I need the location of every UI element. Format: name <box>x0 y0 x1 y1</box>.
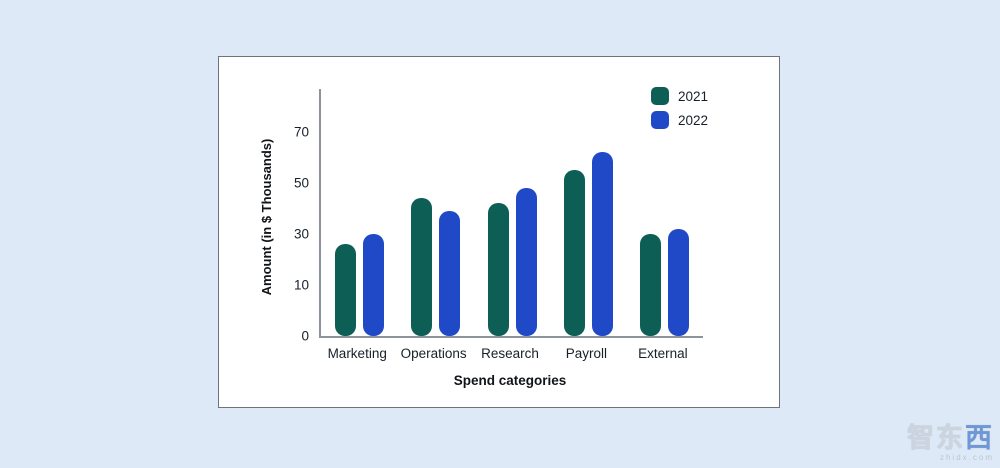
y-axis-title: Amount (in $ Thousands) <box>259 138 274 296</box>
bar-2021-payroll <box>563 170 585 336</box>
chart-card: 2021 2022 Amount (in $ Thousands) 0 10 30 50… <box>218 56 780 408</box>
watermark-subtext: zhidx.com <box>939 453 994 462</box>
plot-area: 0 10 30 50 70 <box>294 89 703 344</box>
y-tick-label: 70 <box>293 124 309 140</box>
bar-group-payroll <box>550 152 626 336</box>
bar-2022-research <box>515 188 537 336</box>
x-tick-label-payroll: Payroll <box>565 346 608 361</box>
x-tick-label-operations: Operations <box>400 346 467 361</box>
bar-2022-external <box>668 228 690 336</box>
x-tick-label-external: External <box>638 346 688 361</box>
legend-label: 2022 <box>678 112 709 128</box>
y-tick-label: 0 <box>301 328 309 344</box>
watermark: 智东西 zhidx.com <box>907 425 994 462</box>
bar-group-marketing <box>321 234 397 336</box>
bar-2021-external <box>640 234 662 336</box>
x-axis-tick-labels: Marketing Operations Research Payroll Extern… <box>319 346 701 361</box>
bar-2021-marketing <box>334 244 356 336</box>
bar-2021-research <box>487 203 509 336</box>
legend-swatch-2022 <box>651 111 669 129</box>
bar-2022-operations <box>439 211 461 336</box>
bar-group-research <box>474 188 550 336</box>
legend-item-2021: 2021 <box>651 87 708 105</box>
x-axis-title: Spend categories <box>453 373 567 388</box>
bar-group-operations <box>397 198 473 336</box>
legend-swatch-2021 <box>651 87 669 105</box>
bar-groups <box>321 89 703 336</box>
bar-2022-marketing <box>362 234 384 336</box>
bar-group-external <box>627 228 703 336</box>
y-tick-label: 30 <box>293 226 309 242</box>
chart-legend: 2021 2022 <box>651 87 708 129</box>
watermark-text: 智东西 <box>907 423 994 453</box>
y-tick-label: 10 <box>293 277 309 293</box>
legend-label: 2021 <box>678 88 709 104</box>
x-tick-label-research: Research <box>481 346 539 361</box>
bar-2022-payroll <box>591 152 613 336</box>
x-tick-label-marketing: Marketing <box>327 346 387 361</box>
legend-item-2022: 2022 <box>651 111 708 129</box>
bar-2021-operations <box>411 198 433 336</box>
y-tick-label: 50 <box>293 175 309 191</box>
